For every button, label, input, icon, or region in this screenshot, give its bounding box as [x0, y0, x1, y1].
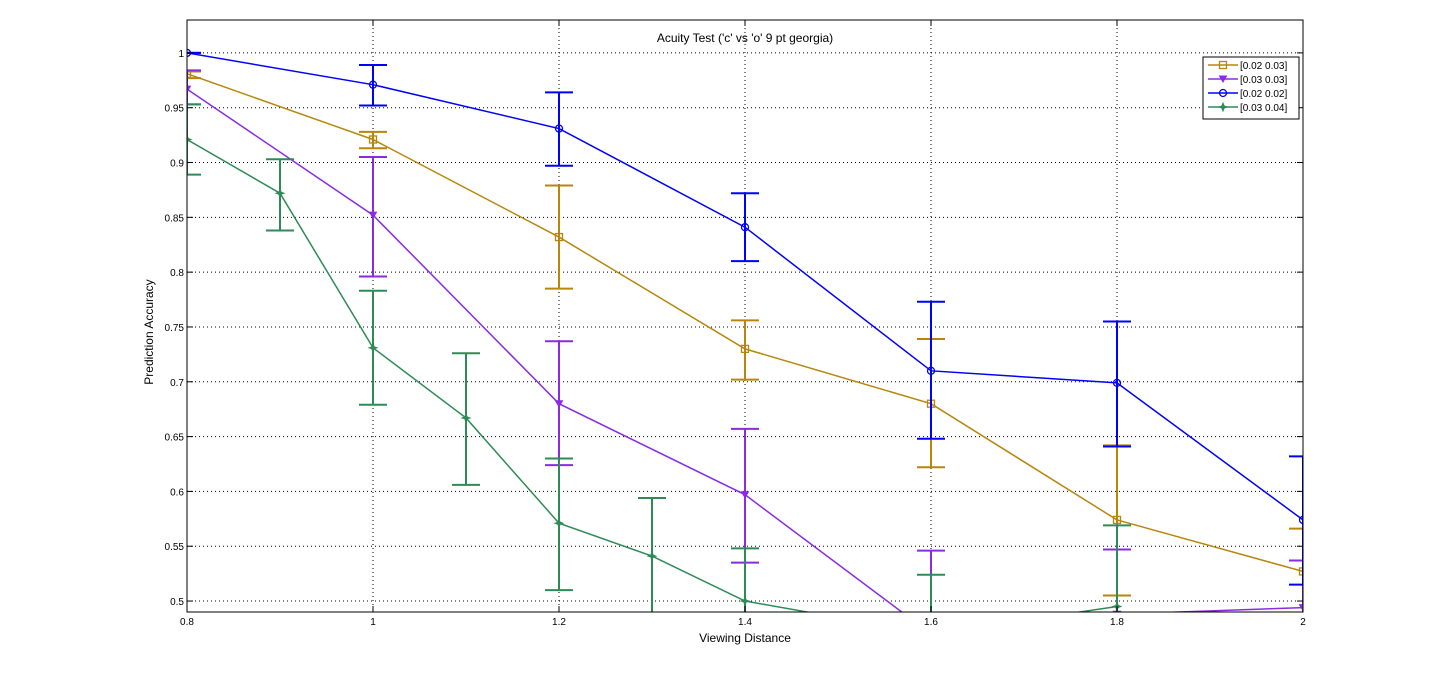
legend-label: [0.02 0.02] — [1240, 89, 1287, 100]
y-tick-label: 0.95 — [165, 104, 185, 115]
series-line — [187, 73, 1303, 573]
data-point — [926, 366, 936, 375]
legend: [0.02 0.03] [0.03 0.03] [0.02 0.02] [0.03 0… — [1202, 56, 1300, 120]
data-point — [274, 187, 286, 199]
x-tick-label: 1.8 — [1110, 617, 1124, 628]
data-point — [927, 630, 935, 638]
y-tick-label: 0.9 — [170, 159, 184, 170]
data-point — [187, 69, 192, 78]
data-point — [368, 80, 378, 89]
data-point — [646, 550, 658, 562]
x-tick-label: 1.4 — [738, 617, 752, 628]
legend-label: [0.03 0.04] — [1240, 103, 1287, 114]
y-tick-label: 0.8 — [170, 268, 184, 279]
data-point — [740, 344, 750, 354]
data-point — [554, 400, 564, 408]
data-point — [1298, 604, 1303, 612]
series-2 — [187, 48, 1303, 586]
chart-title: Acuity Test ('c' vs 'o' 9 pt georgia) — [657, 31, 833, 45]
y-axis-label: Prediction Accuracy — [142, 279, 156, 384]
y-tick-label: 0.75 — [165, 323, 185, 334]
y-tick-label: 0.6 — [170, 487, 184, 498]
x-tick-label: 2 — [1300, 617, 1306, 628]
data-point — [1112, 378, 1122, 388]
data-point — [740, 223, 750, 232]
data-point — [553, 517, 565, 529]
data-point — [1298, 515, 1303, 525]
data-point — [1298, 567, 1303, 576]
data-point — [554, 232, 564, 242]
legend-marker — [1217, 101, 1229, 113]
ticks: 0.8 1 1.2 1.4 1.6 1.8 2 0.5 0.55 0.6 0.65 0.7 0.75 0.… — [165, 20, 1306, 628]
y-tick-label: 0.7 — [170, 378, 184, 389]
y-tick-label: 0.55 — [165, 542, 185, 553]
y-tick-label: 0.65 — [165, 433, 185, 444]
x-tick-label: 1.2 — [552, 617, 566, 628]
data-point — [554, 124, 564, 133]
legend-label: [0.03 0.03] — [1240, 75, 1287, 86]
data-point — [928, 631, 935, 637]
data-point — [187, 134, 193, 145]
data-point — [460, 412, 472, 424]
data-point — [740, 491, 750, 499]
data-point — [187, 85, 192, 94]
series-line — [187, 52, 1303, 521]
x-tick-label: 0.8 — [180, 617, 194, 628]
legend-marker — [1218, 60, 1228, 70]
y-tick-label: 1 — [178, 49, 184, 60]
legend-marker — [1218, 75, 1228, 83]
x-tick-label: 1 — [370, 617, 376, 628]
y-tick-label: 0.5 — [170, 597, 184, 608]
legend-label: [0.02 0.03] — [1240, 61, 1287, 72]
data-point — [368, 211, 378, 220]
series-group — [187, 48, 1303, 638]
legend-marker — [1218, 88, 1228, 98]
data-point — [367, 342, 379, 354]
data-point — [739, 595, 751, 607]
data-point — [1112, 515, 1122, 525]
y-tick-label: 0.85 — [165, 213, 185, 224]
x-tick-label: 1.6 — [924, 617, 938, 628]
data-point — [368, 135, 378, 144]
x-axis-label: Viewing Distance — [699, 631, 791, 645]
